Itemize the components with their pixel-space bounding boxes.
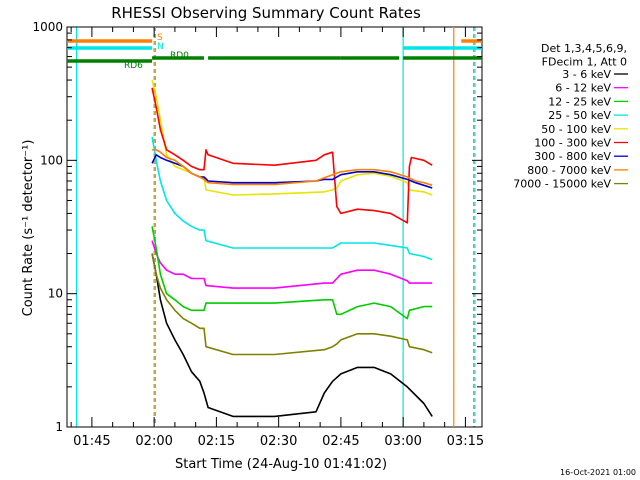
legend-label-5: 100 - 300 keV	[534, 137, 611, 150]
legend-label-2: 12 - 25 keV	[548, 95, 611, 108]
state-bar-label-rd0: RD0	[170, 51, 189, 61]
state-bar-label-rd6: RD6	[124, 61, 143, 71]
plot-frame	[66, 26, 483, 428]
series-lines	[151, 79, 433, 418]
x-tick-label-3: 02:30	[260, 434, 297, 449]
x-axis-label: Start Time (24-Aug-10 01:41:02)	[175, 457, 387, 472]
x-tick-label-1: 02:00	[135, 434, 172, 449]
series-line-8	[151, 253, 433, 356]
y-tick-label-2: 100	[40, 153, 63, 167]
legend-label-3: 25 - 50 keV	[548, 109, 611, 122]
chart-title: RHESSI Observing Summary Count Rates	[111, 4, 421, 22]
series-line-2	[151, 226, 433, 320]
x-tick-label-2: 02:15	[198, 434, 235, 449]
footer-date: 16-Oct-2021 01:00	[560, 468, 636, 477]
x-axis-ticks: 01:45 02:00 02:15 02:30 02:45 03:00 03:15	[70, 27, 484, 449]
y-tick-label-3: 1000	[32, 20, 63, 34]
x-tick-label-0: 01:45	[73, 434, 110, 449]
y-axis-ticks: 1 10 100 1000	[32, 20, 482, 434]
state-bar-label-n: N	[157, 42, 164, 52]
series-line-7	[152, 149, 433, 187]
legend-label-7: 800 - 7000 keV	[527, 164, 611, 177]
y-axis-label: Count Rate (s⁻¹ detector⁻¹)	[21, 140, 36, 317]
series-line-5	[151, 87, 433, 224]
legend: Det 1,3,4,5,6,9,FDecim 1, Att 03 - 6 keV…	[513, 42, 628, 191]
legend-label-1: 6 - 12 keV	[555, 82, 611, 95]
x-tick-label-4: 02:45	[322, 434, 359, 449]
series-line-3	[151, 136, 433, 261]
legend-label-4: 50 - 100 keV	[541, 123, 611, 136]
series-line-0	[151, 253, 433, 418]
legend-label-6: 300 - 800 keV	[534, 150, 611, 163]
state-bar-label-s: S	[157, 33, 163, 43]
instrument-state-bars: SN RD0 RD6	[67, 33, 482, 71]
y-tick-label-1: 10	[48, 287, 63, 301]
series-line-4	[151, 79, 433, 196]
legend-label-0: 3 - 6 keV	[562, 68, 611, 81]
series-line-1	[151, 240, 433, 289]
y-tick-label-0: 1	[55, 420, 63, 434]
series-line-6	[151, 154, 433, 189]
x-tick-label-5: 03:00	[384, 434, 421, 449]
legend-header-0: Det 1,3,4,5,6,9,	[541, 42, 627, 55]
legend-label-8: 7000 - 15000 keV	[513, 178, 611, 191]
legend-header-1: FDecim 1, Att 0	[542, 56, 627, 69]
vertical-markers	[75, 27, 476, 427]
x-tick-label-6: 03:15	[447, 434, 484, 449]
